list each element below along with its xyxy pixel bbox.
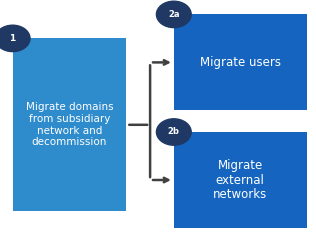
Text: Migrate
external
networks: Migrate external networks xyxy=(213,158,267,202)
Text: Migrate users: Migrate users xyxy=(200,56,281,69)
FancyBboxPatch shape xyxy=(174,132,307,228)
Text: 1: 1 xyxy=(9,34,16,43)
Text: 2b: 2b xyxy=(168,127,180,137)
FancyBboxPatch shape xyxy=(174,14,307,110)
Text: Migrate domains
from subsidiary
network and
decommission: Migrate domains from subsidiary network … xyxy=(26,102,113,147)
Circle shape xyxy=(0,25,30,52)
FancyBboxPatch shape xyxy=(13,38,126,211)
Text: 2a: 2a xyxy=(168,10,179,19)
Circle shape xyxy=(156,119,191,145)
Circle shape xyxy=(156,1,191,28)
